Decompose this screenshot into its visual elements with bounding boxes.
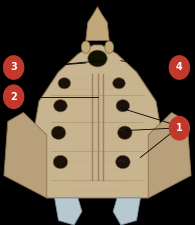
Polygon shape [4,112,47,198]
Text: 2: 2 [10,92,17,102]
Polygon shape [86,7,109,40]
Polygon shape [55,198,82,225]
Ellipse shape [51,126,66,140]
Ellipse shape [116,99,130,112]
Ellipse shape [105,41,114,54]
Ellipse shape [82,41,90,54]
Ellipse shape [88,50,107,67]
Polygon shape [113,198,140,225]
Ellipse shape [58,78,71,89]
Ellipse shape [115,155,130,169]
Ellipse shape [113,78,125,89]
Polygon shape [31,45,164,198]
Text: 4: 4 [176,63,183,72]
Polygon shape [148,112,191,198]
Text: 1: 1 [176,123,183,133]
Text: 3: 3 [10,63,17,72]
Circle shape [169,55,190,80]
Ellipse shape [54,99,67,112]
Circle shape [169,116,190,141]
Circle shape [3,84,24,109]
Circle shape [3,55,24,80]
Ellipse shape [53,155,68,169]
Ellipse shape [117,126,132,140]
